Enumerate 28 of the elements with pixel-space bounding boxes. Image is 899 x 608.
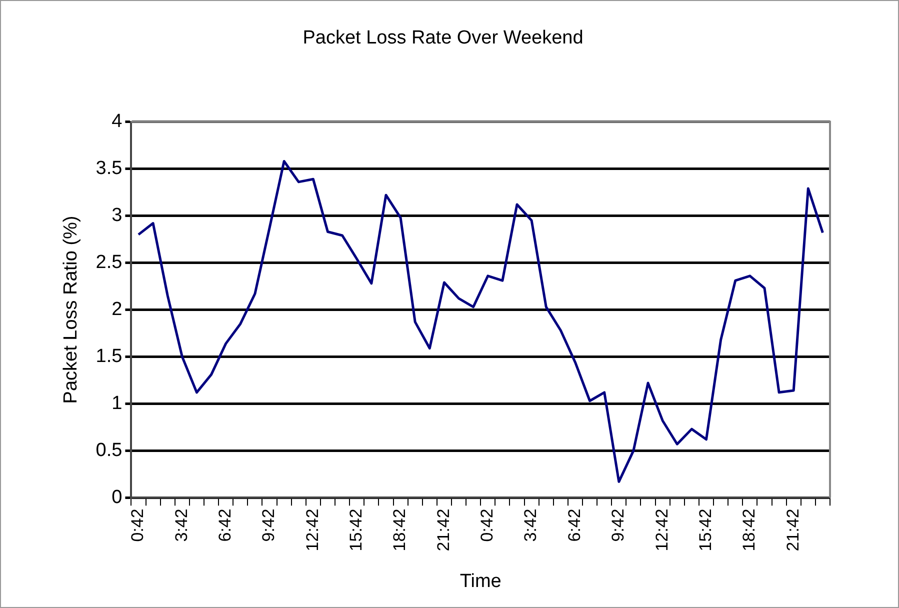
y-tick-label: 2.5 xyxy=(96,252,122,273)
x-tick-label: 18:42 xyxy=(390,508,410,552)
y-tick-label: 0 xyxy=(112,486,122,508)
x-tick-label: 0:42 xyxy=(128,508,148,542)
y-tick-label: 4 xyxy=(112,111,123,132)
x-tick-label: 21:42 xyxy=(434,508,453,552)
x-tick-label: 6:42 xyxy=(216,508,235,542)
y-tick-label: 0.5 xyxy=(96,440,122,461)
x-tick-label: 12:42 xyxy=(652,508,672,552)
y-tick-label: 1 xyxy=(112,392,122,414)
x-tick-label: 15:42 xyxy=(346,508,366,552)
y-axis-title: Packet Loss Ratio (%) xyxy=(60,216,82,404)
y-tick-label: 3 xyxy=(112,205,122,226)
x-tick-label: 9:42 xyxy=(259,508,278,542)
x-tick-label: 12:42 xyxy=(302,508,322,552)
x-tick-label: 3:42 xyxy=(521,508,540,542)
x-tick-label: 21:42 xyxy=(783,508,802,552)
x-tick-label: 0:42 xyxy=(478,508,497,542)
y-tick-label: 1.5 xyxy=(96,346,122,367)
y-tick-label: 3.5 xyxy=(96,158,122,180)
x-tick-label: 9:42 xyxy=(608,508,628,542)
x-tick-label: 3:42 xyxy=(172,508,191,542)
chart-title: Packet Loss Rate Over Weekend xyxy=(302,28,584,49)
x-tick-label: 6:42 xyxy=(564,508,584,542)
x-tick-label: 15:42 xyxy=(696,508,715,552)
x-tick-label: 18:42 xyxy=(740,508,759,552)
y-tick-label: 2 xyxy=(112,298,122,320)
x-axis-title: Time xyxy=(460,570,502,592)
